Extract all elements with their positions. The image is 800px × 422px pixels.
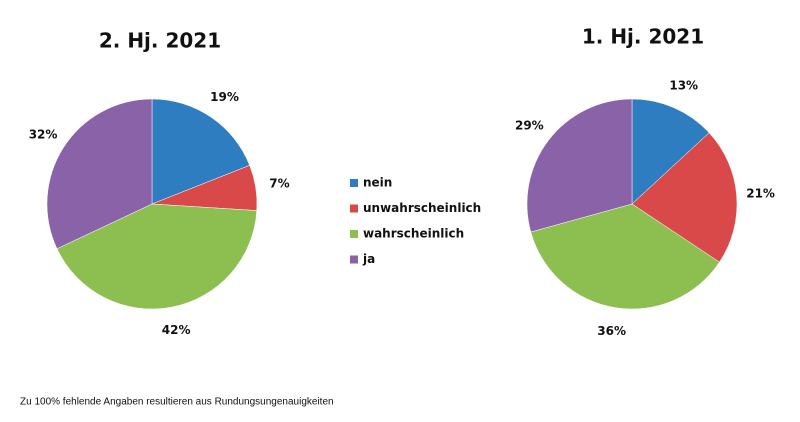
pie-slice [46, 98, 153, 250]
legend-label: unwahrscheinlich [363, 201, 481, 215]
pie-slice [631, 98, 710, 205]
pie-slice [526, 98, 633, 233]
data-label: 21% [746, 186, 775, 200]
legend-label: wahrscheinlich [363, 227, 464, 241]
pie-slice [631, 132, 738, 263]
legend-label: nein [363, 176, 392, 190]
data-label: 32% [29, 127, 58, 141]
data-label: 13% [669, 78, 698, 92]
pie-slice [56, 203, 258, 310]
legend-swatch [350, 255, 358, 264]
legend-swatch [350, 230, 358, 238]
pie-slice [151, 98, 250, 205]
data-label: 29% [515, 118, 544, 132]
pie-slice [530, 203, 720, 310]
data-label: 42% [162, 323, 191, 337]
legend-label: ja [362, 252, 375, 266]
footnote: Zu 100% fehlende Angaben resultieren aus… [20, 397, 334, 408]
data-label: 7% [269, 176, 289, 190]
legend-swatch [350, 204, 358, 213]
data-label: 19% [210, 90, 239, 104]
legend-swatch [350, 179, 358, 187]
data-label: 36% [597, 324, 626, 338]
chart-title: 1. Hj. 2021 [582, 25, 704, 49]
chart-title: 2. Hj. 2021 [99, 29, 221, 53]
